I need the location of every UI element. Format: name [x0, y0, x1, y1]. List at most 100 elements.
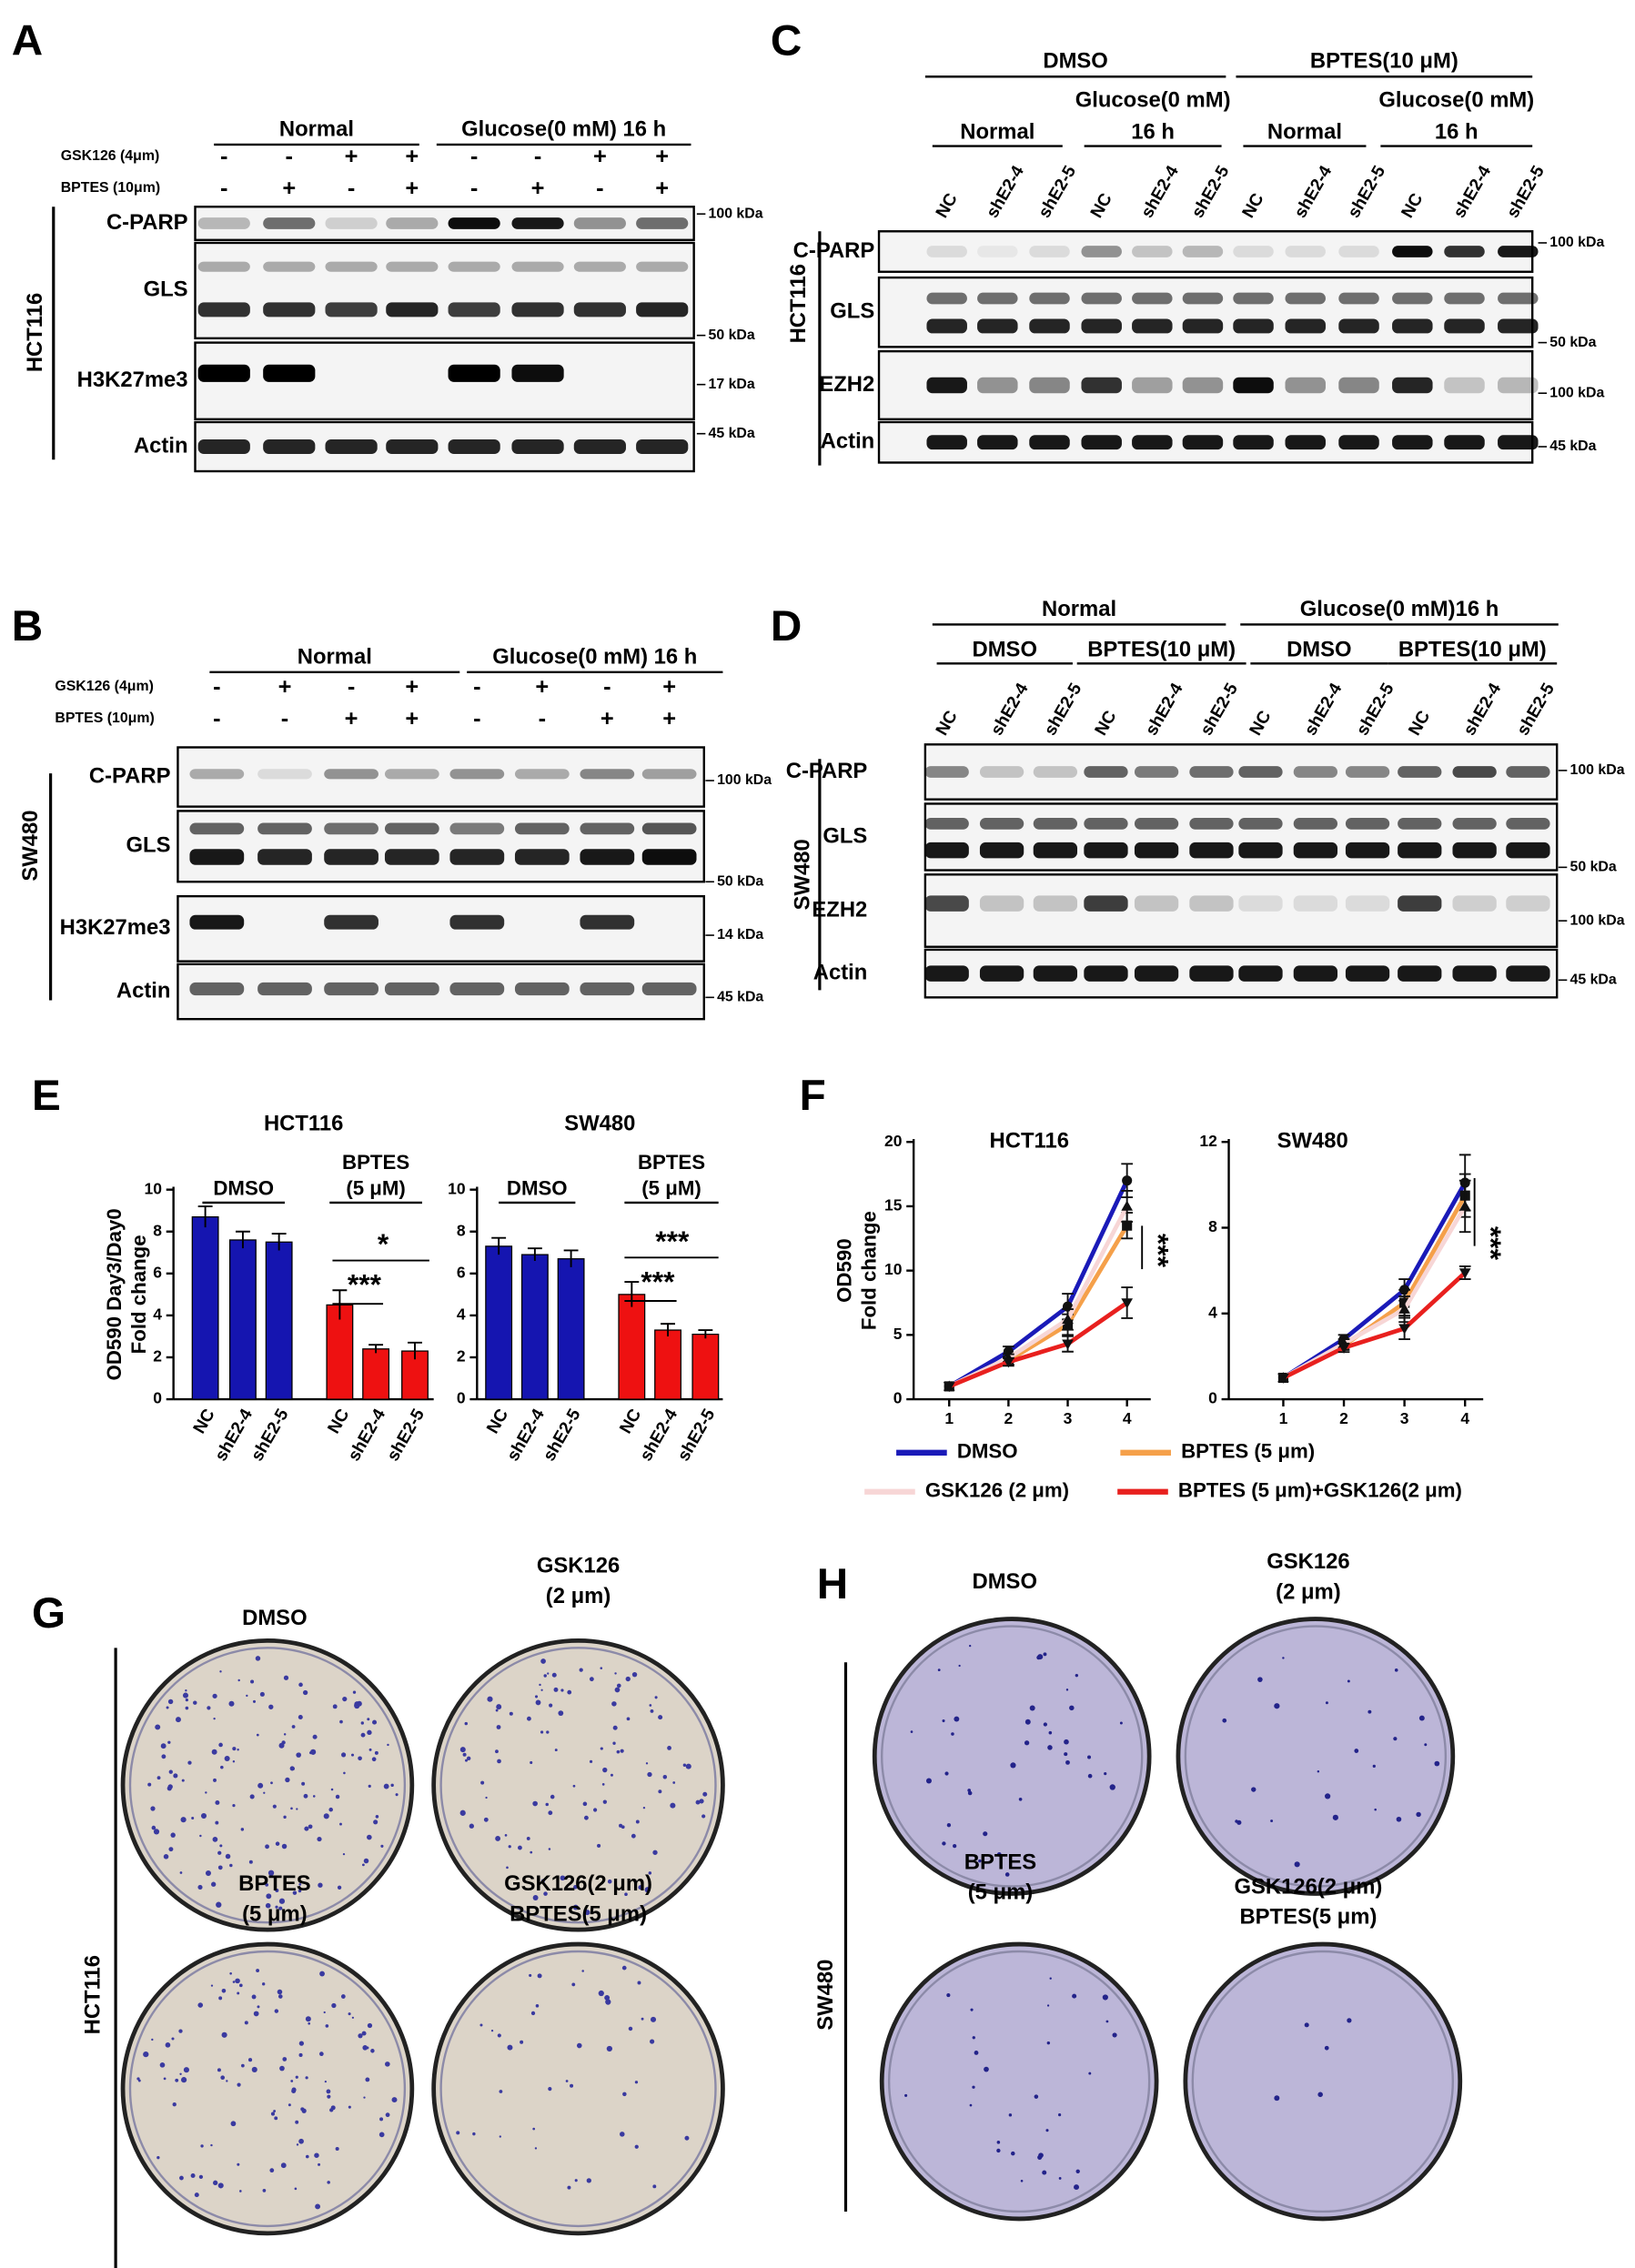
blot-band	[1506, 842, 1550, 859]
colony	[179, 2072, 182, 2075]
colony	[560, 1875, 566, 1881]
series-line	[948, 1301, 1129, 1389]
blot-band	[1084, 842, 1128, 859]
blot-band	[448, 364, 500, 382]
blot-band	[511, 364, 564, 382]
lane-label: NC	[1246, 708, 1276, 740]
treatment-sign: +	[662, 706, 676, 731]
colony	[532, 2127, 536, 2131]
blot-band	[325, 439, 378, 454]
blot-band	[1029, 246, 1070, 257]
colony	[262, 2189, 267, 2192]
colony	[597, 1843, 601, 1848]
blot-band	[1182, 318, 1224, 334]
colony	[391, 2097, 398, 2103]
colony	[1088, 2071, 1092, 2075]
colony	[974, 2051, 979, 2055]
colony	[672, 1781, 676, 1784]
blot-band	[449, 822, 505, 835]
colony	[354, 1702, 360, 1709]
blot-band	[449, 849, 505, 865]
blot-band	[384, 849, 439, 865]
blot-band	[384, 822, 439, 835]
colony	[996, 2141, 1001, 2144]
size-label: 14 kDa	[717, 927, 763, 942]
plate	[1183, 1941, 1463, 2222]
colony	[239, 2190, 242, 2192]
legend-label: BPTES (5 μm)+GSK126(2 μm)	[1178, 1479, 1462, 1502]
colony	[278, 1742, 285, 1749]
colony	[1236, 1819, 1242, 1825]
colony	[194, 2192, 199, 2198]
cell-line-label: SW480	[791, 839, 815, 910]
blot-band	[1081, 377, 1122, 394]
colony	[485, 1796, 488, 1799]
blot-band	[263, 261, 316, 272]
size-label: 100 kDa	[1570, 762, 1625, 778]
colony	[302, 1689, 308, 1696]
colony	[229, 1971, 232, 1975]
treatment-sign: -	[213, 674, 220, 700]
colony	[221, 1988, 227, 1993]
blot-band	[514, 822, 570, 835]
colony	[303, 1793, 308, 1799]
colony	[278, 1898, 286, 1904]
error-bar	[491, 1236, 507, 1255]
chart-title: HCT116	[264, 1111, 343, 1135]
plate	[120, 1638, 415, 1932]
colony	[611, 1701, 617, 1707]
colony	[558, 1710, 564, 1717]
colony	[641, 2017, 644, 2021]
colony	[602, 1799, 608, 1804]
colony	[269, 2168, 275, 2173]
colony	[1047, 1745, 1053, 1750]
blot-band	[1398, 818, 1442, 830]
y-tick-label: 6	[153, 1263, 162, 1281]
blot-band	[924, 818, 969, 830]
colony	[589, 1759, 593, 1763]
cell-line-label: HCT116	[786, 264, 811, 343]
colony	[967, 1789, 972, 1792]
blot-band	[573, 439, 626, 454]
colony	[262, 1982, 266, 1986]
colony	[295, 2120, 299, 2124]
bar	[557, 1258, 585, 1400]
colony	[277, 1989, 283, 1995]
blot-band	[580, 822, 635, 835]
colony	[579, 1668, 583, 1672]
colony	[1020, 2179, 1024, 2182]
treatment-sign: -	[220, 176, 227, 201]
point	[1122, 1175, 1133, 1186]
colony	[167, 1740, 171, 1744]
row-label: C-PARP	[106, 210, 188, 235]
blot-band	[1132, 246, 1173, 257]
colony	[1046, 2041, 1051, 2045]
blot-band	[1233, 435, 1274, 450]
blot-band	[197, 364, 250, 382]
bar	[265, 1241, 293, 1400]
size-label: 45 kDa	[1549, 438, 1596, 454]
colony	[200, 2144, 204, 2148]
treatment-sign: -	[473, 706, 480, 731]
blot-band	[386, 261, 439, 272]
colony	[548, 1810, 553, 1816]
plate-rim	[1184, 1625, 1448, 1888]
colony	[298, 2041, 305, 2046]
colony	[1072, 1993, 1077, 1999]
colony	[161, 1754, 167, 1759]
colony	[662, 1774, 668, 1779]
treatment-sign: +	[345, 706, 358, 731]
colony	[331, 2002, 337, 2009]
colony	[246, 1694, 248, 1698]
colony	[207, 1706, 211, 1710]
colony	[520, 2040, 524, 2044]
blot-band	[1293, 766, 1338, 778]
blot-band	[1033, 895, 1078, 912]
colony	[296, 2143, 299, 2146]
colony	[197, 1884, 203, 1890]
blot-band	[1033, 965, 1078, 982]
blot-band	[1444, 318, 1485, 334]
blot-band	[448, 261, 500, 272]
colony	[642, 1806, 646, 1809]
significance: ***	[1475, 1226, 1508, 1261]
